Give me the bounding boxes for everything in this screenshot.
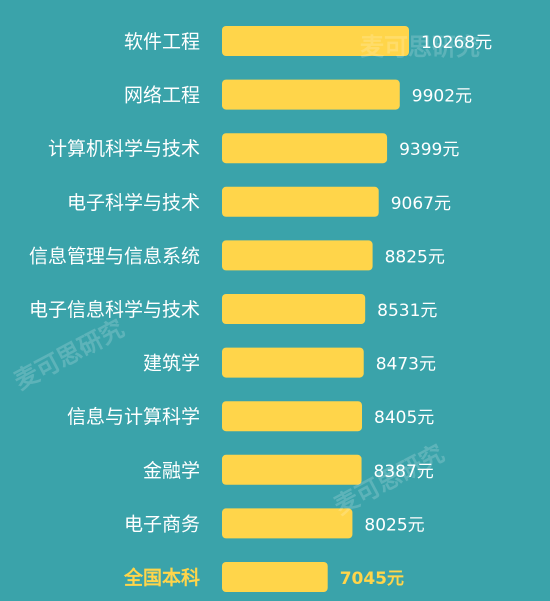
bar-4 <box>222 240 373 271</box>
value-label-5: 8531元 <box>377 301 437 321</box>
bar-1 <box>222 79 400 110</box>
value-label-9: 8025元 <box>364 515 424 535</box>
category-label-4: 信息管理与信息系统 <box>29 245 200 267</box>
category-label-9: 电子商务 <box>124 513 200 535</box>
category-label-8: 金融学 <box>143 460 200 482</box>
watermark-left: 麦可思研究 <box>10 314 129 395</box>
category-label-10: 全国本科 <box>123 566 200 589</box>
bars-layer <box>222 26 409 592</box>
value-label-8: 8387元 <box>374 462 434 482</box>
value-label-4: 8825元 <box>385 247 445 267</box>
value-label-6: 8473元 <box>376 355 436 375</box>
value-label-7: 8405元 <box>374 408 434 428</box>
category-label-1: 网络工程 <box>124 85 200 107</box>
bar-7 <box>222 401 363 432</box>
bar-3 <box>222 186 379 217</box>
category-label-2: 计算机科学与技术 <box>48 138 200 160</box>
bar-8 <box>222 454 362 485</box>
category-label-7: 信息与计算科学 <box>67 406 200 428</box>
bar-10 <box>222 562 328 592</box>
category-label-5: 电子信息科学与技术 <box>29 299 200 321</box>
bar-0 <box>222 26 409 56</box>
bar-9 <box>222 508 353 539</box>
value-label-10: 7045元 <box>340 569 404 589</box>
bar-6 <box>222 347 364 378</box>
value-label-1: 9902元 <box>412 87 472 107</box>
category-label-6: 建筑学 <box>143 353 200 375</box>
value-label-3: 9067元 <box>391 194 451 214</box>
value-label-0: 10268元 <box>421 33 492 53</box>
watermark-top: 麦可思研究 <box>360 33 480 61</box>
category-label-3: 电子科学与技术 <box>67 192 200 214</box>
category-label-0: 软件工程 <box>124 31 200 53</box>
bar-2 <box>222 133 388 164</box>
bar-5 <box>222 294 366 324</box>
value-label-2: 9399元 <box>399 140 459 160</box>
